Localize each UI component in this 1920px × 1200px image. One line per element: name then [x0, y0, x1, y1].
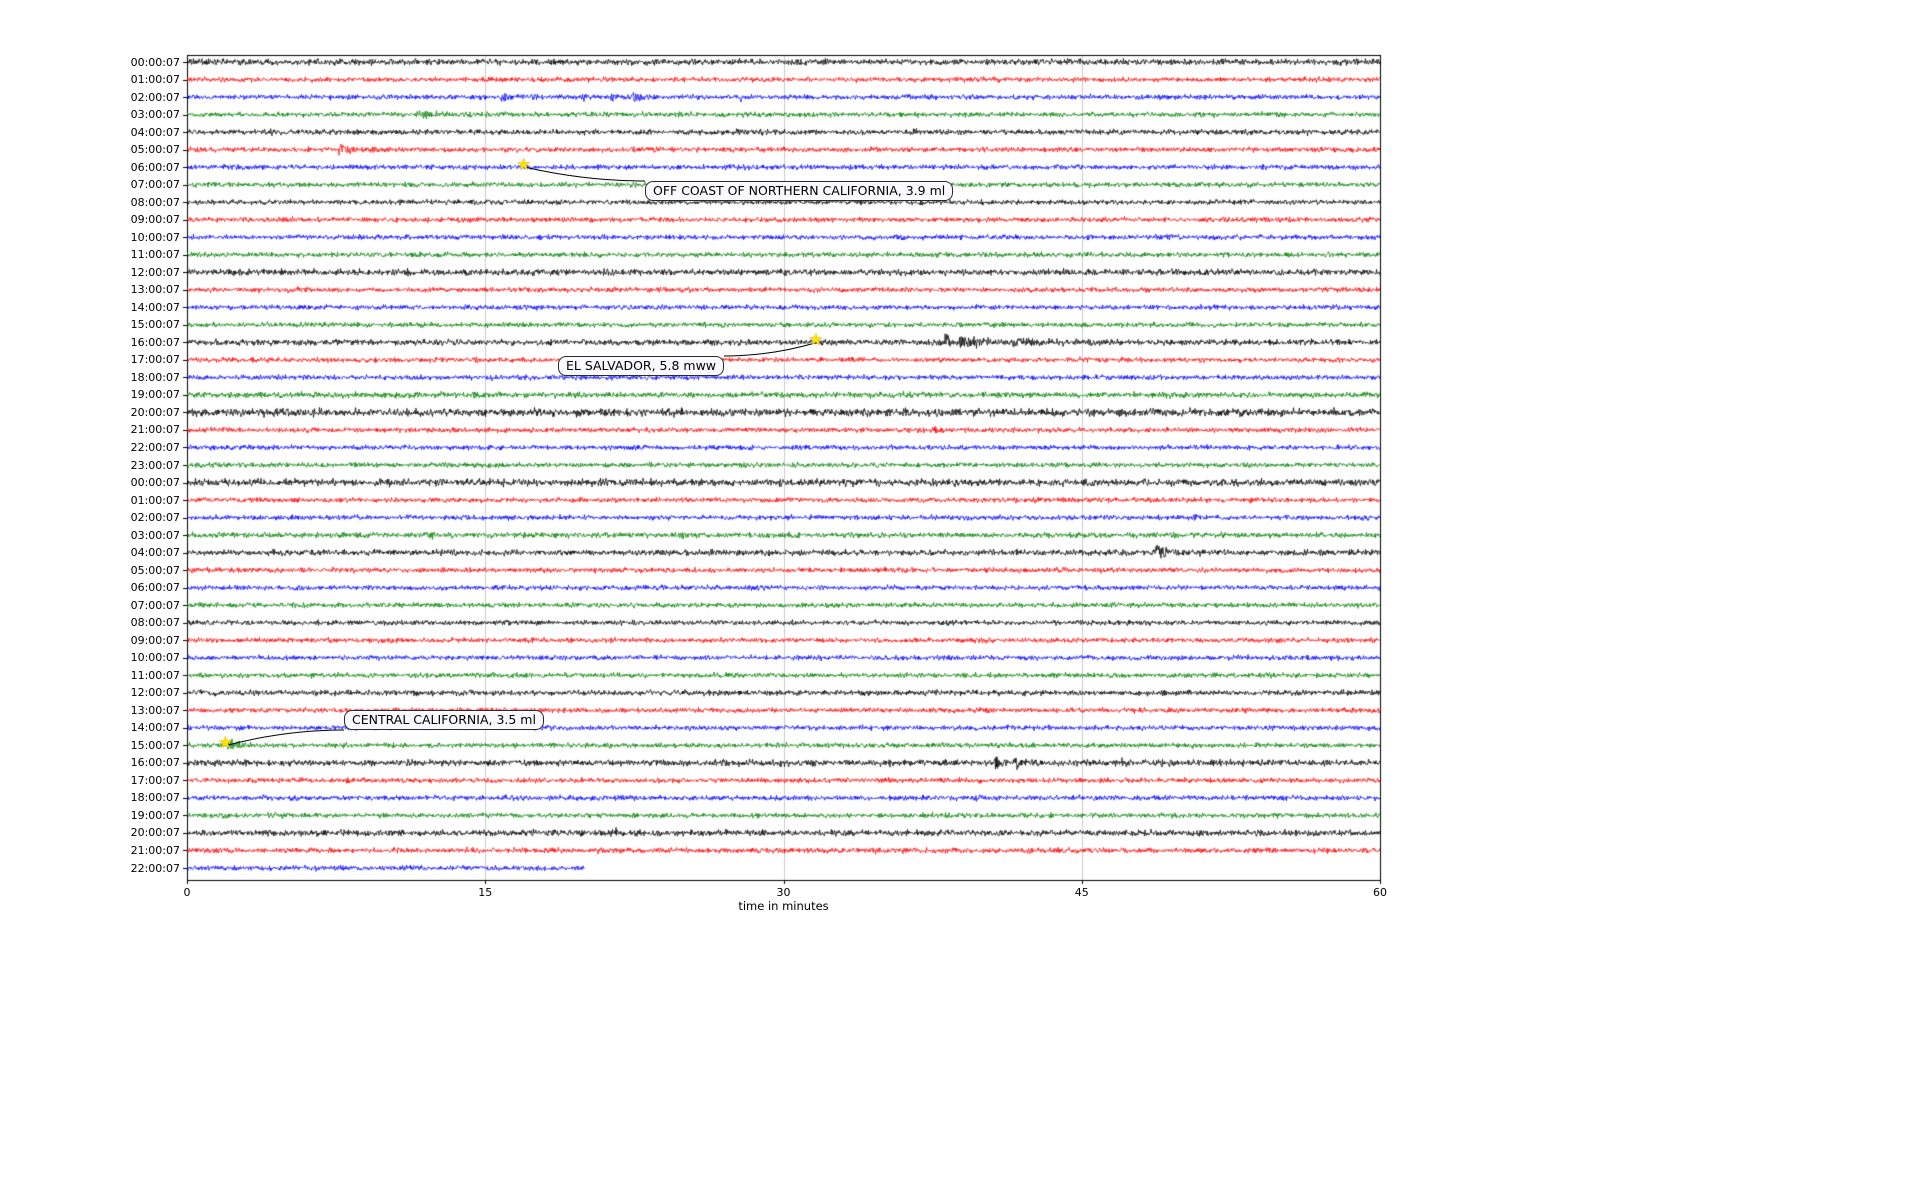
y-axis-label: 21:00:07 — [130, 423, 180, 437]
y-axis-label: 05:00:07 — [130, 563, 180, 577]
y-axis-label: 00:00:07 — [130, 476, 180, 490]
y-axis-label: 19:00:07 — [130, 808, 180, 822]
y-axis-label: 18:00:07 — [130, 370, 180, 384]
y-axis-label: 13:00:07 — [130, 703, 180, 717]
y-axis-label: 04:00:07 — [130, 546, 180, 560]
y-axis-label: 06:00:07 — [130, 581, 180, 595]
y-axis-label: 22:00:07 — [130, 861, 180, 875]
event-label-central-california: CENTRAL CALIFORNIA, 3.5 ml — [344, 710, 544, 730]
y-axis-label: 14:00:07 — [130, 721, 180, 735]
y-axis-label: 20:00:07 — [130, 405, 180, 419]
y-axis-label: 10:00:07 — [130, 651, 180, 665]
y-axis-label: 02:00:07 — [130, 90, 180, 104]
event-star-icon: ★ — [516, 155, 532, 176]
y-axis-label: 07:00:07 — [130, 178, 180, 192]
x-axis-tick-label: 45 — [1074, 886, 1089, 899]
y-axis-label: 17:00:07 — [130, 773, 180, 787]
x-axis-title: time in minutes — [738, 899, 829, 913]
event-star-icon: ★ — [217, 733, 234, 754]
y-axis-label: 08:00:07 — [130, 195, 180, 209]
event-label-el-salvador: EL SALVADOR, 5.8 mww — [558, 356, 725, 376]
y-axis-label: 01:00:07 — [130, 73, 180, 87]
x-axis-tick-label: 60 — [1373, 886, 1387, 899]
y-axis-label: 18:00:07 — [130, 791, 180, 805]
y-axis-label: 11:00:07 — [130, 668, 180, 682]
y-axis-label: 07:00:07 — [130, 598, 180, 612]
y-axis-label: 09:00:07 — [130, 633, 180, 647]
y-axis-label: 01:00:07 — [130, 493, 180, 507]
x-axis-tick-label: 0 — [183, 886, 191, 899]
x-axis-tick-label: 30 — [776, 886, 791, 899]
y-axis-label: 04:00:07 — [130, 125, 180, 139]
y-axis-label: 06:00:07 — [130, 160, 180, 174]
y-axis-label: 00:00:07 — [130, 55, 180, 69]
y-axis-label: 11:00:07 — [130, 248, 180, 262]
y-axis-label: 05:00:07 — [130, 143, 180, 157]
y-axis-label: 15:00:07 — [130, 318, 180, 332]
y-axis-label: 15:00:07 — [130, 738, 180, 752]
y-axis-label: 16:00:07 — [130, 335, 180, 349]
y-axis-label: 12:00:07 — [130, 265, 180, 279]
event-star-icon: ★ — [808, 330, 824, 351]
y-axis-label: 08:00:07 — [130, 616, 180, 630]
y-axis-label: 03:00:07 — [130, 108, 180, 122]
y-axis-label: 02:00:07 — [130, 511, 180, 525]
y-axis-label: 16:00:07 — [130, 756, 180, 770]
y-axis-label: 12:00:07 — [130, 686, 180, 700]
x-axis-tick-label: 15 — [478, 886, 493, 899]
event-label-off-coast-northern-california: OFF COAST OF NORTHERN CALIFORNIA, 3.9 ml — [645, 181, 954, 201]
y-axis-label: 19:00:07 — [130, 388, 180, 402]
y-axis-label: 22:00:07 — [130, 440, 180, 454]
y-axis-label: 17:00:07 — [130, 353, 180, 367]
y-axis-label: 13:00:07 — [130, 283, 180, 297]
y-axis-label: 10:00:07 — [130, 230, 180, 244]
y-axis-label: 14:00:07 — [130, 300, 180, 314]
y-axis-label: 20:00:07 — [130, 826, 180, 840]
y-axis-label: 03:00:07 — [130, 528, 180, 542]
y-axis-label: 21:00:07 — [130, 843, 180, 857]
y-axis-label: 23:00:07 — [130, 458, 180, 472]
y-axis-label: 09:00:07 — [130, 213, 180, 227]
